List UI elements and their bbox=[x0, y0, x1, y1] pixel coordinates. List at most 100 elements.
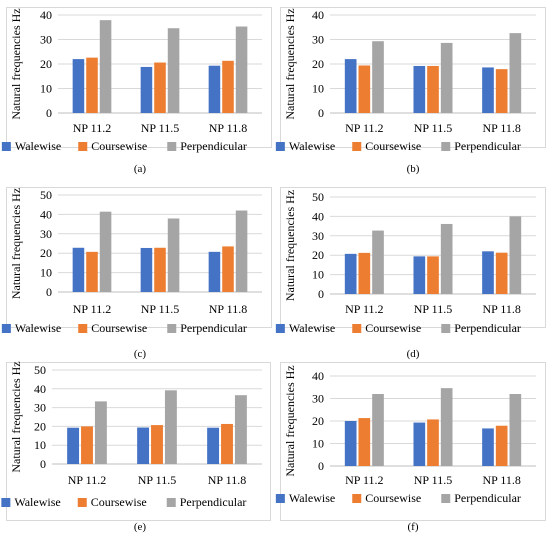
bar-perpendicular-np-11.2 bbox=[372, 230, 384, 294]
y-tick-label: 20 bbox=[40, 57, 52, 71]
y-tick-label: 0 bbox=[40, 457, 46, 471]
y-tick-label: 10 bbox=[40, 266, 52, 280]
y-tick-label: 30 bbox=[40, 227, 52, 241]
y-tick-label: 0 bbox=[46, 285, 52, 299]
legend-label: Coursewise bbox=[91, 139, 147, 153]
panel-caption: (c) bbox=[134, 348, 147, 360]
y-axis-label: Natural frequencies Hz bbox=[9, 8, 23, 119]
bar-coursewise-np-11.2 bbox=[86, 57, 98, 113]
bar-perpendicular-np-11.2 bbox=[99, 20, 112, 113]
category-label: NP 11.2 bbox=[345, 302, 383, 316]
legend-label: Walewise bbox=[14, 495, 60, 509]
bar-walewise-np-11.2 bbox=[344, 253, 357, 294]
bar-walewise-np-11.2 bbox=[67, 427, 80, 464]
y-axis-label: Natural frequencies Hz bbox=[283, 365, 297, 476]
chart-panel-2: 0 10 20 30 40 Natural frequencies Hz NP 11.2 NP… bbox=[275, 7, 546, 175]
legend-label: Coursewise bbox=[365, 321, 421, 335]
y-tick-label: 40 bbox=[312, 369, 324, 383]
y-tick-label: 20 bbox=[312, 248, 324, 262]
category-label: NP 11.8 bbox=[482, 302, 520, 316]
bar-walewise-np-11.5 bbox=[140, 66, 153, 113]
y-tick-label: 10 bbox=[312, 82, 324, 96]
panel-caption: (f) bbox=[408, 521, 419, 533]
bar-coursewise-np-11.2 bbox=[358, 418, 371, 466]
legend-label: Walewise bbox=[15, 139, 61, 153]
bar-walewise-np-11.2 bbox=[72, 59, 85, 113]
bar-coursewise-np-11.8 bbox=[221, 423, 233, 464]
bar-coursewise-np-11.8 bbox=[495, 69, 508, 113]
bar-walewise-np-11.2 bbox=[344, 59, 357, 113]
bar-perpendicular-np-11.5 bbox=[167, 218, 180, 292]
category-label: NP 11.8 bbox=[208, 473, 246, 487]
y-tick-label: 40 bbox=[40, 207, 52, 221]
legend-label: Coursewise bbox=[365, 491, 421, 505]
bar-coursewise-np-11.2 bbox=[81, 426, 93, 464]
bar-coursewise-np-11.2 bbox=[358, 65, 371, 113]
bar-coursewise-np-11.8 bbox=[495, 252, 508, 294]
category-label: NP 11.2 bbox=[345, 121, 383, 135]
bar-perpendicular-np-11.8 bbox=[235, 210, 248, 292]
y-tick-label: 40 bbox=[312, 8, 324, 22]
legend-swatch-perpendicular bbox=[441, 324, 451, 333]
y-tick-label: 20 bbox=[34, 419, 46, 433]
bar-perpendicular-np-11.2 bbox=[372, 41, 384, 114]
chart-panel-5: 0 10 20 30 40 50 Natural frequencies Hz NP 11.2… bbox=[1, 361, 271, 533]
bar-coursewise-np-11.5 bbox=[154, 247, 166, 292]
y-tick-label: 30 bbox=[34, 401, 46, 415]
bar-perpendicular-np-11.8 bbox=[509, 394, 522, 466]
legend-label: Perpendicular bbox=[180, 139, 247, 153]
y-tick-label: 10 bbox=[34, 438, 46, 452]
y-tick-label: 30 bbox=[40, 33, 52, 47]
y-axis-label: Natural frequencies Hz bbox=[283, 190, 297, 301]
y-axis-label: Natural frequencies Hz bbox=[283, 8, 297, 119]
panel-caption: (d) bbox=[407, 348, 420, 360]
legend-label: Walewise bbox=[289, 139, 335, 153]
y-tick-label: 10 bbox=[312, 268, 324, 282]
legend-swatch-coursewise bbox=[352, 494, 362, 503]
category-label: NP 11.5 bbox=[141, 121, 179, 135]
y-tick-label: 40 bbox=[312, 209, 324, 223]
bar-perpendicular-np-11.2 bbox=[94, 401, 107, 464]
legend-label: Coursewise bbox=[91, 495, 147, 509]
y-tick-label: 0 bbox=[46, 106, 52, 120]
y-tick-label: 10 bbox=[312, 437, 324, 451]
y-tick-label: 50 bbox=[34, 363, 46, 377]
bar-perpendicular-np-11.5 bbox=[440, 42, 453, 113]
bar-perpendicular-np-11.8 bbox=[234, 395, 247, 464]
legend-swatch-coursewise bbox=[77, 498, 87, 507]
y-tick-label: 10 bbox=[40, 82, 52, 96]
legend-label: Walewise bbox=[15, 321, 61, 335]
legend-swatch-coursewise bbox=[78, 142, 88, 151]
bar-perpendicular-np-11.2 bbox=[99, 211, 112, 292]
y-tick-label: 20 bbox=[312, 414, 324, 428]
legend-swatch-perpendicular bbox=[441, 494, 451, 503]
panel-caption: (a) bbox=[134, 163, 147, 175]
category-label: NP 11.2 bbox=[68, 473, 106, 487]
bar-walewise-np-11.8 bbox=[482, 428, 494, 466]
legend-label: Coursewise bbox=[91, 321, 147, 335]
y-tick-label: 30 bbox=[312, 33, 324, 47]
legend-swatch-walewise bbox=[275, 142, 285, 151]
category-label: NP 11.8 bbox=[209, 302, 247, 316]
legend-label: Perpendicular bbox=[454, 139, 521, 153]
bar-perpendicular-np-11.5 bbox=[164, 390, 177, 464]
bar-coursewise-np-11.5 bbox=[427, 256, 439, 294]
bar-coursewise-np-11.5 bbox=[427, 65, 439, 113]
bar-walewise-np-11.8 bbox=[207, 427, 220, 464]
legend-label: Perpendicular bbox=[180, 321, 247, 335]
bar-coursewise-np-11.2 bbox=[86, 251, 98, 292]
category-label: NP 11.8 bbox=[209, 121, 247, 135]
category-label: NP 11.2 bbox=[73, 302, 111, 316]
chart-panel-4: 0 10 20 30 40 50 Natural frequencies Hz NP 11.2… bbox=[275, 187, 546, 360]
bar-coursewise-np-11.8 bbox=[222, 246, 234, 292]
bar-coursewise-np-11.5 bbox=[151, 425, 163, 464]
panel-caption: (e) bbox=[134, 521, 147, 533]
y-tick-label: 0 bbox=[318, 106, 324, 120]
bar-walewise-np-11.5 bbox=[137, 427, 150, 464]
category-label: NP 11.5 bbox=[138, 473, 176, 487]
category-label: NP 11.2 bbox=[345, 473, 383, 487]
category-label: NP 11.2 bbox=[73, 121, 111, 135]
bar-coursewise-np-11.2 bbox=[358, 252, 371, 294]
chart-panel-6: 0 10 20 30 40 Natural frequencies Hz NP 11.2 NP… bbox=[275, 362, 546, 533]
category-label: NP 11.5 bbox=[414, 302, 452, 316]
